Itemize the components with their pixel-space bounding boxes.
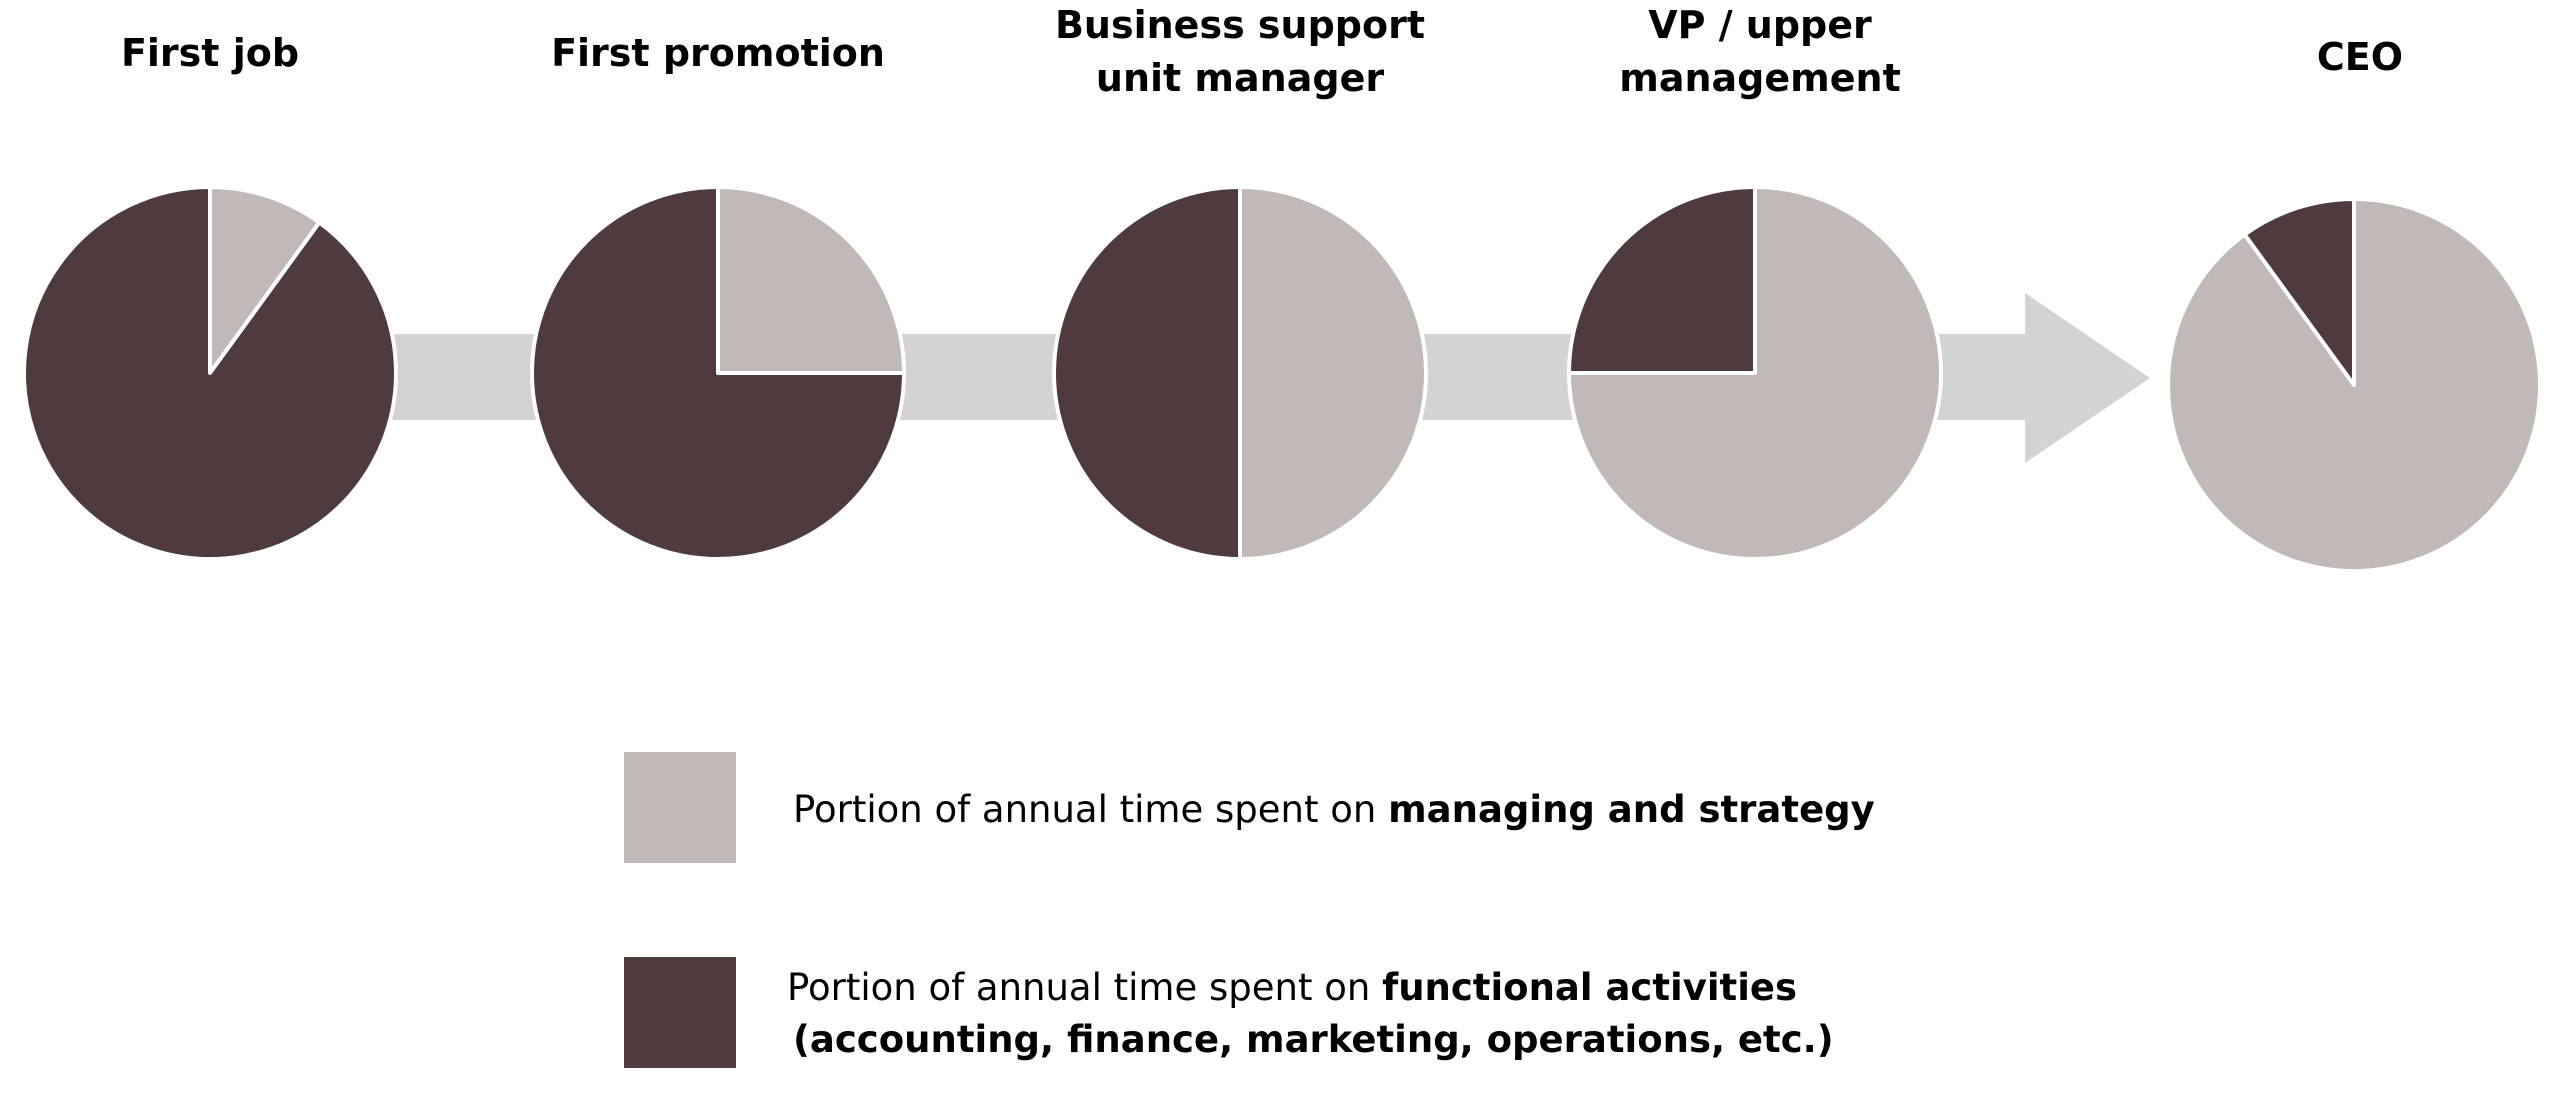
stage-title-2: First promotion (551, 31, 885, 75)
pie-3-functional-slice (1052, 185, 1242, 561)
legend: Portion of annual time spent on managing… (624, 752, 1875, 1068)
pie-1-managing-slice (208, 185, 322, 375)
stage-title-3-line-1: Business support (1055, 3, 1425, 47)
stage-pies (22, 185, 2542, 573)
legend-label-functional: Portion of annual time spent on function… (787, 966, 1797, 1009)
stage-title-1: First job (121, 31, 299, 75)
pie-2-functional-slice (530, 185, 906, 561)
pie-stage-3 (1052, 185, 1428, 561)
pie-3-managing-slice (1238, 185, 1428, 561)
pie-5-functional-slice (2242, 197, 2356, 387)
stage-title-4-line-2: management (1619, 56, 1901, 100)
pie-stage-4 (1567, 185, 1943, 561)
pie-stage-5 (2166, 197, 2542, 573)
pie-1-functional-slice (22, 185, 398, 561)
pie-stage-1 (22, 185, 398, 561)
legend-label-functional-examples: (accounting, finance, marketing, operati… (793, 1018, 1834, 1061)
pie-2-managing-slice (716, 185, 906, 375)
legend-swatch-managing (624, 752, 736, 863)
legend-swatch-functional (624, 957, 736, 1068)
stage-titles: First job First promotion Business support… (121, 3, 2403, 100)
stage-title-4-line-1: VP / upper (1648, 3, 1872, 47)
legend-label-managing: Portion of annual time spent on managing… (793, 788, 1875, 831)
stage-title-3-line-2: unit manager (1096, 56, 1384, 100)
pie-4-functional-slice (1567, 185, 1757, 375)
stage-title-5: CEO (2317, 35, 2403, 79)
pie-stage-2 (530, 185, 906, 561)
